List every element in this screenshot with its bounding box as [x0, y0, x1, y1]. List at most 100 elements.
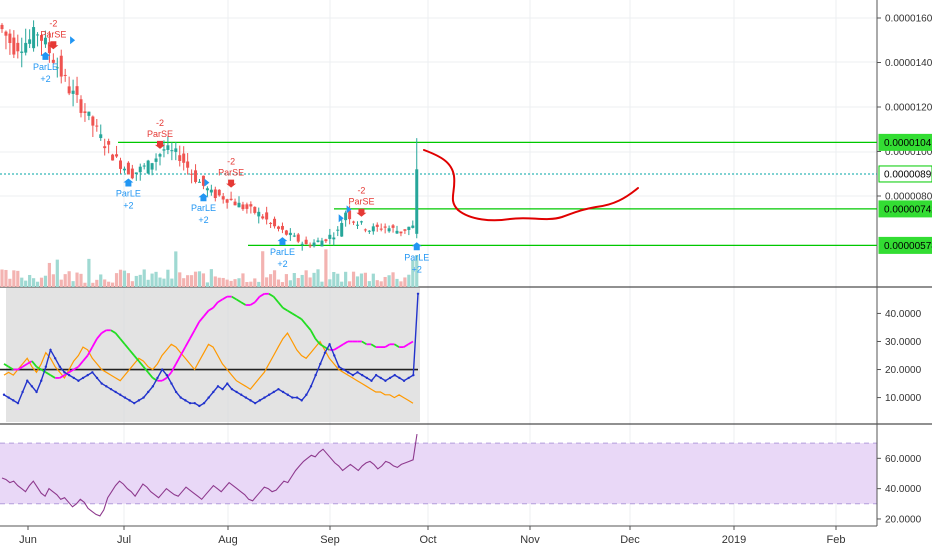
- candle-body: [201, 175, 205, 186]
- volume-bar: [205, 282, 209, 287]
- volume-bar: [170, 278, 174, 287]
- adx-segment: [384, 343, 391, 348]
- candle-body: [111, 154, 115, 161]
- adx-segment: [36, 365, 42, 371]
- time-tick-label: Sep: [320, 534, 340, 546]
- volume-bar: [197, 271, 202, 287]
- dmi-minus-dot: [30, 385, 34, 388]
- dmi-tick-label: 40.0000: [885, 309, 922, 320]
- dmi-minus-dot: [44, 365, 48, 368]
- candle-body: [12, 37, 16, 55]
- adx-segment: [82, 354, 89, 362]
- candle-body: [79, 99, 83, 113]
- candle-body: [4, 31, 8, 36]
- volume-bar: [340, 281, 344, 287]
- adx-segment: [193, 321, 200, 331]
- volume-bar: [233, 279, 237, 287]
- adx-segment: [147, 371, 154, 379]
- adx-segment: [361, 340, 367, 346]
- candle-body: [399, 231, 403, 234]
- volume-bar: [174, 251, 178, 287]
- candle-body: [130, 168, 134, 179]
- dmi-plus-line: [3, 332, 414, 404]
- dmi-minus-dot: [49, 348, 52, 352]
- volume-bar: [379, 281, 383, 287]
- volume-bar: [126, 273, 130, 287]
- dmi-minus-dot: [12, 399, 15, 402]
- level-price-label: 0.00001041: [884, 138, 932, 149]
- candle-body: [16, 42, 20, 52]
- candle-body: [87, 111, 91, 116]
- volume-bar: [182, 278, 186, 287]
- candle-body: [288, 232, 292, 236]
- volume-bar: [79, 273, 83, 287]
- adx-segment: [249, 301, 256, 306]
- adx-segment: [128, 349, 135, 357]
- adx-segment: [338, 343, 344, 348]
- volume-bar: [296, 278, 300, 287]
- volume-bar: [253, 278, 257, 287]
- candle-body: [71, 90, 75, 94]
- entry-marker: [338, 214, 344, 223]
- candle-body: [36, 34, 40, 36]
- dmi-minus-dot: [128, 399, 131, 402]
- candle-body: [174, 148, 178, 152]
- entry-marker: [346, 205, 352, 214]
- candle-body: [332, 237, 336, 240]
- volume-bar: [332, 271, 336, 287]
- candle-body: [198, 181, 201, 183]
- dmi-minus-dot: [202, 401, 206, 405]
- dmi-minus-dot: [333, 354, 336, 357]
- long-label: ParLE: [33, 62, 58, 72]
- volume-bar: [32, 278, 36, 287]
- level-price-box: [878, 236, 932, 254]
- dmi-minus-dot: [347, 371, 350, 374]
- long-label: ParLE: [404, 252, 429, 262]
- time-tick-label: 2019: [722, 534, 746, 546]
- candle-body: [182, 153, 186, 163]
- candle-body: [245, 204, 249, 209]
- dmi-minus-dot: [16, 401, 20, 405]
- candle-body: [363, 229, 367, 231]
- adx-segment: [277, 301, 284, 309]
- volume-bar: [336, 273, 340, 287]
- volume-bar: [71, 281, 75, 287]
- adx-segment: [184, 338, 191, 348]
- adx-segment: [189, 329, 196, 340]
- volume-bar: [351, 271, 356, 287]
- adx-segment: [235, 298, 242, 303]
- candle-body: [91, 116, 95, 126]
- dmi-minus-dot: [221, 387, 224, 391]
- dmi-minus-dot: [263, 396, 266, 399]
- dmi-minus-dot: [142, 396, 145, 399]
- short-label: ParSE: [40, 29, 66, 39]
- dmi-minus-dot: [174, 390, 178, 394]
- adx-segment: [370, 343, 377, 348]
- adx-segment: [138, 360, 145, 368]
- volume-bar: [193, 271, 198, 287]
- dmi-minus-dot: [156, 376, 159, 380]
- adx-segment: [268, 293, 275, 298]
- candle-body: [415, 169, 419, 234]
- volume-bar: [12, 270, 16, 287]
- dmi-minus-dot: [184, 399, 187, 402]
- volume-bar: [411, 259, 415, 287]
- dmi-shade: [6, 288, 420, 422]
- candle-body: [253, 206, 257, 213]
- volume-bar: [114, 273, 119, 287]
- volume-bar: [237, 278, 241, 287]
- dmi-minus-dot: [277, 387, 280, 391]
- candle-body: [324, 239, 328, 242]
- candle-body: [40, 35, 43, 41]
- dmi-minus-dots: [2, 292, 420, 408]
- candle-body: [8, 33, 12, 43]
- rsi-tick-label: 60.0000: [885, 454, 922, 465]
- volume-bar: [47, 262, 51, 287]
- adx-segment: [407, 340, 414, 346]
- candle-body: [241, 204, 245, 210]
- dmi-minus-dot: [160, 368, 164, 371]
- volume-bar: [209, 269, 213, 287]
- volume-bar: [142, 269, 146, 287]
